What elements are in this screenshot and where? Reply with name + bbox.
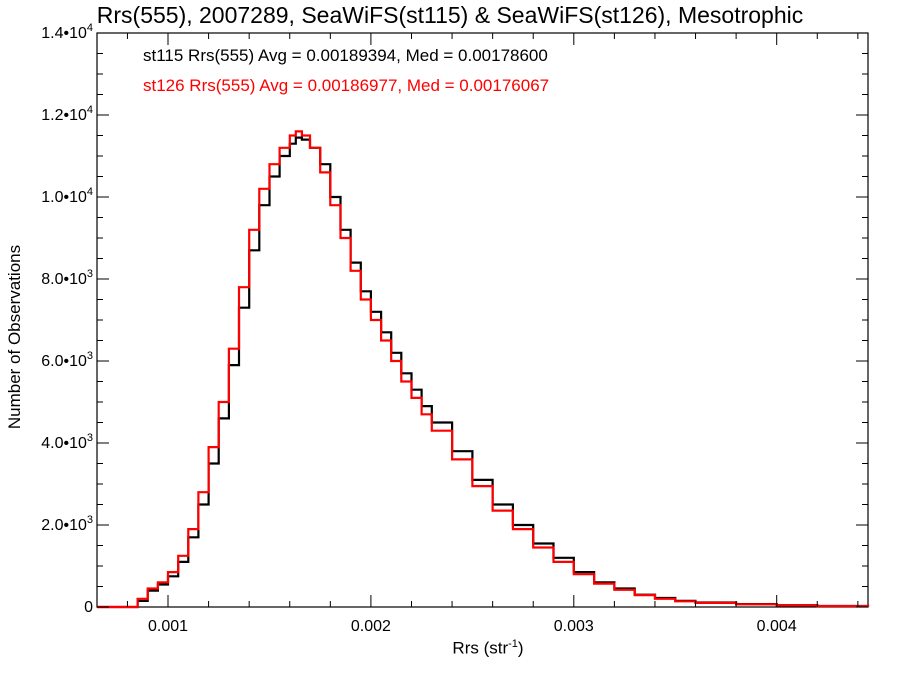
y-axis-label: Number of Observations xyxy=(5,244,24,430)
legend-text-st115: st115 Rrs(555) Avg = 0.00189394, Med = 0… xyxy=(143,46,548,65)
x-axis-label-close: ) xyxy=(517,638,524,658)
y-tick-label: 2.0•103 xyxy=(41,514,93,534)
y-tick-label: 0 xyxy=(84,599,93,616)
x-axis-label-text: Rrs (str xyxy=(452,638,509,658)
series-line-1 xyxy=(97,136,870,609)
x-tick-label: 0.001 xyxy=(148,618,188,635)
legend-entry-st126: st126 Rrs(555) Avg = 0.00186977, Med = 0… xyxy=(143,76,549,96)
x-axis-label-exponent: -1 xyxy=(508,638,518,650)
x-tick-label: 0.004 xyxy=(757,618,797,635)
x-tick-label: 0.003 xyxy=(554,618,594,635)
legend-text-st126: st126 Rrs(555) Avg = 0.00186977, Med = 0… xyxy=(143,76,550,95)
plot-frame xyxy=(96,32,869,608)
series-line-2 xyxy=(97,130,870,609)
y-tick-label: 1.2•104 xyxy=(41,104,93,124)
y-tick-label: 6.0•103 xyxy=(41,350,93,370)
y-tick-label: 1.0•104 xyxy=(41,186,93,206)
legend-entry-st115: st115 Rrs(555) Avg = 0.00189394, Med = 0… xyxy=(143,46,548,66)
y-tick-label: 8.0•103 xyxy=(41,268,93,288)
y-tick-label: 1.4•104 xyxy=(41,22,93,42)
chart-title: Rrs(555), 2007289, SeaWiFS(st115) & SeaW… xyxy=(96,2,804,28)
y-tick-label: 4.0•103 xyxy=(41,432,93,452)
x-tick-label: 0.002 xyxy=(351,618,391,635)
x-axis-label: Rrs (str-1) xyxy=(452,638,523,659)
